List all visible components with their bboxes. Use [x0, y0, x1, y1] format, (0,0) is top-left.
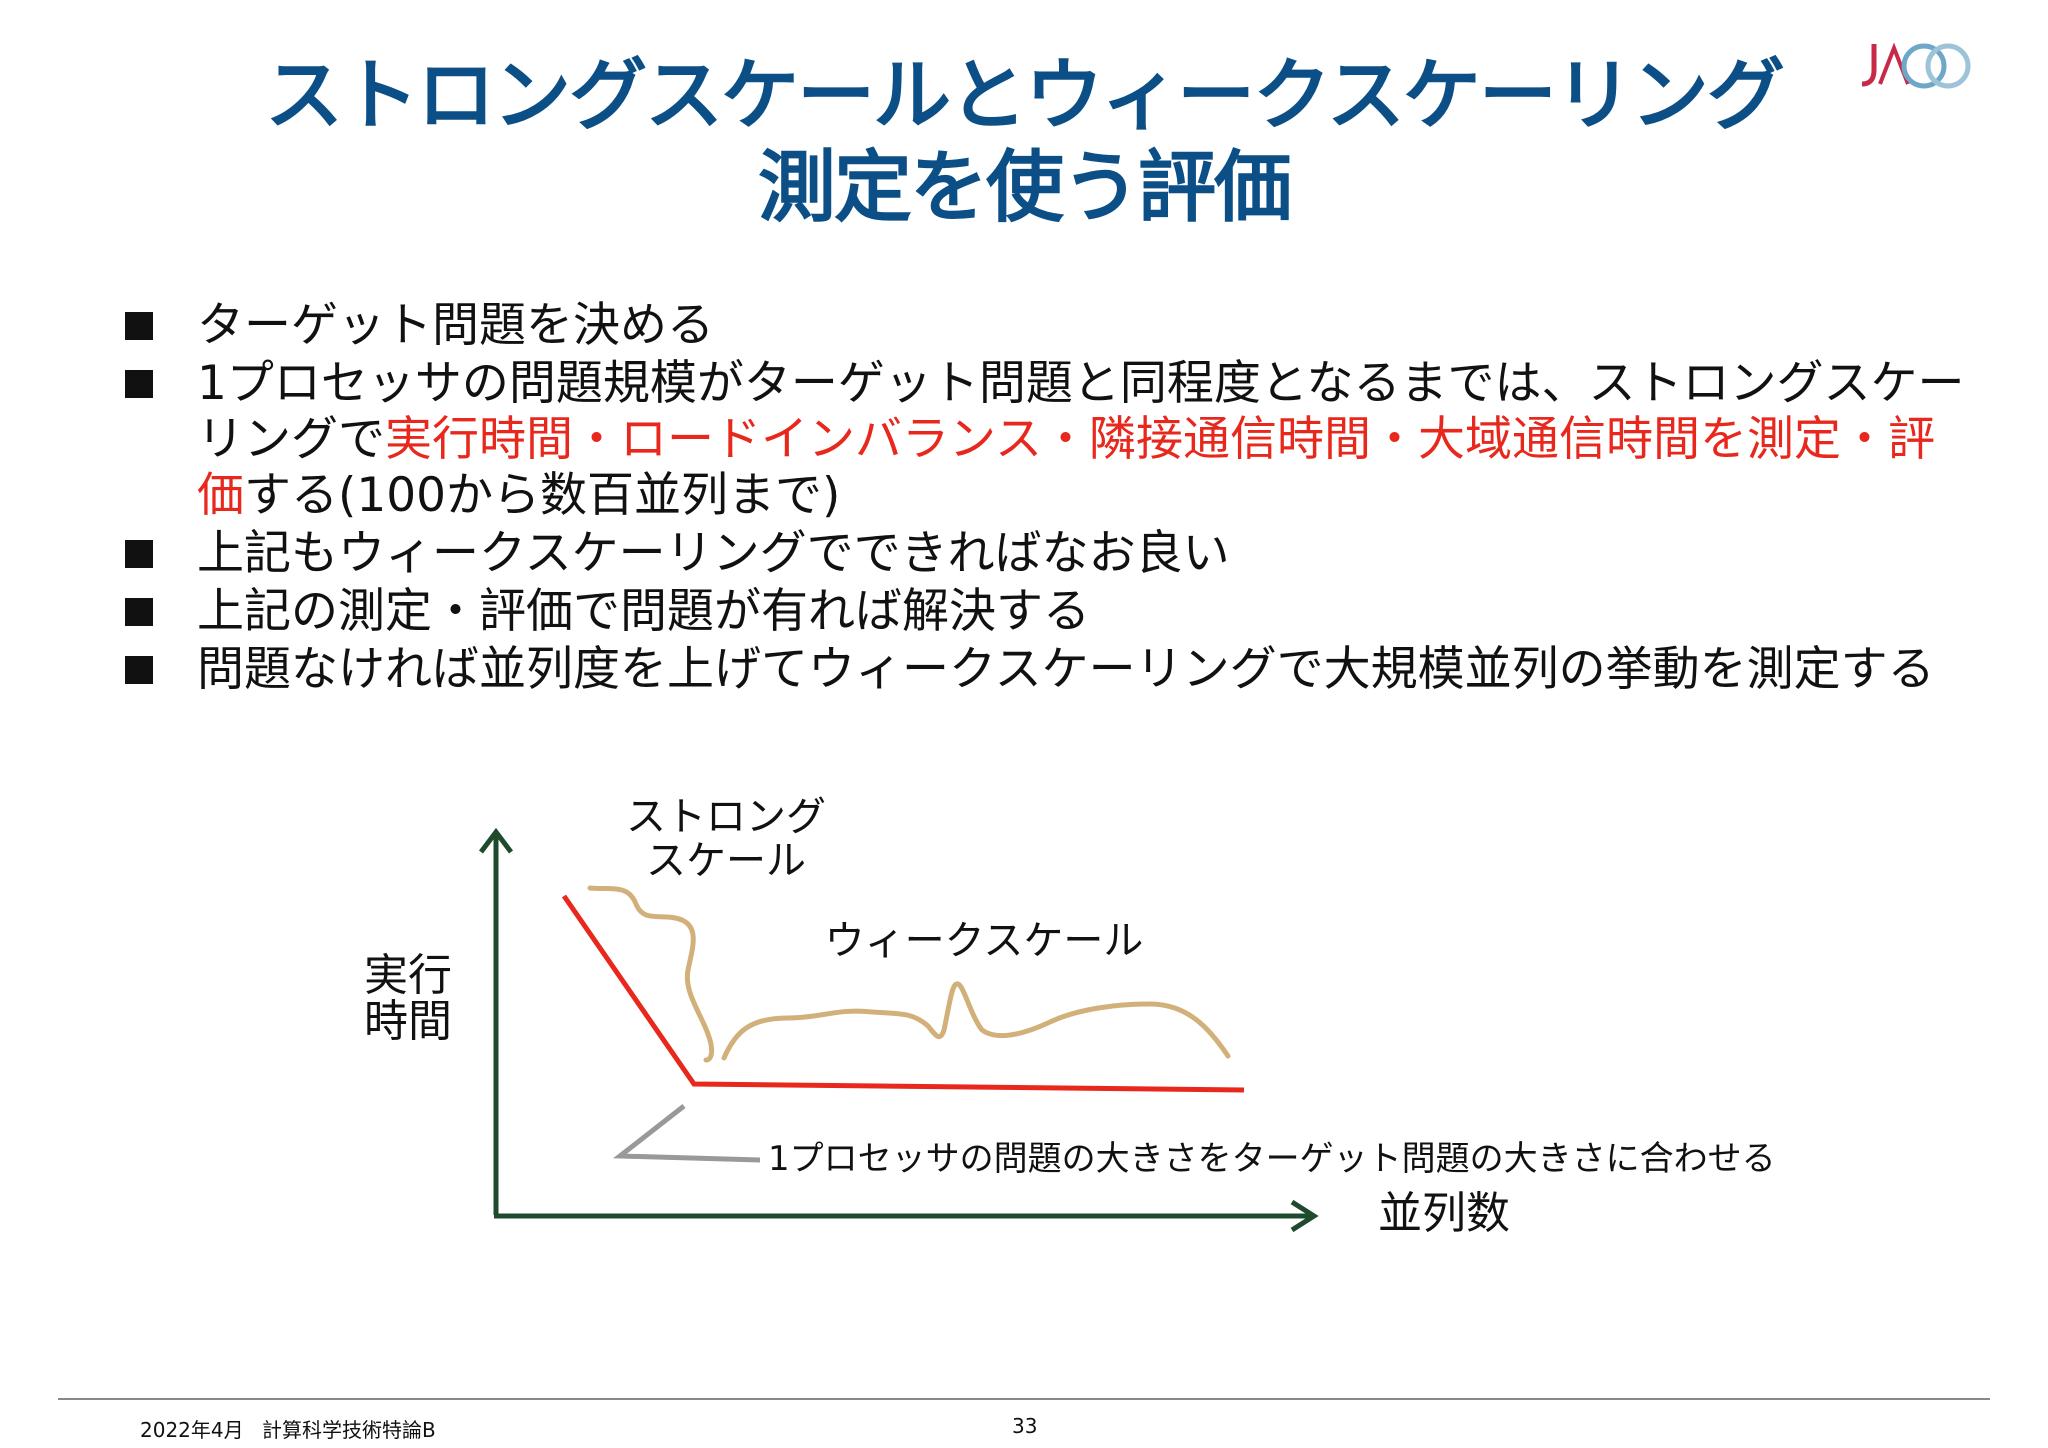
bullet-text: ターゲット問題を決める	[197, 298, 714, 353]
annotation-pointer	[612, 1104, 761, 1163]
bullet-item: 問題なければ並列度を上げてウィークスケーリングで大規模並列の挙動を測定する	[125, 642, 1965, 698]
jamstec-logo	[1861, 42, 1971, 89]
title-line-2: 測定を使う評価	[757, 143, 1292, 233]
strong-scale-label: スケール	[646, 838, 806, 884]
bullet-list: ターゲット問題を決める 1プロセッサの問題規模がターゲット問題と同程度となるまで…	[125, 298, 1965, 700]
bullet-item: ターゲット問題を決める	[125, 298, 1965, 354]
y-axis-label: 実行	[364, 950, 452, 1001]
square-bullet-icon	[125, 540, 153, 568]
square-bullet-icon	[125, 656, 153, 684]
slide-title: ストロングスケールとウィークスケーリング 測定を使う評価	[0, 50, 2048, 234]
bullet-text: 上記もウィークスケーリングでできればなお良い	[197, 526, 1230, 581]
square-bullet-icon	[125, 598, 153, 626]
strong-scaling-measured-curve	[587, 885, 715, 1063]
weak-scaling-measured-curve	[721, 981, 1231, 1061]
strong-scale-label: ストロング	[626, 794, 826, 840]
weak-scale-label: ウィークスケール	[825, 918, 1144, 964]
strong-scaling-line	[561, 894, 1245, 1093]
bullet-item: 上記もウィークスケーリングでできればなお良い	[125, 526, 1965, 582]
footer-course: 計算科学技術特論B	[262, 1418, 436, 1442]
square-bullet-icon	[125, 312, 153, 340]
page-number: 33	[1012, 1414, 1038, 1438]
bullet-highlight: 実行時間・ロードインバランス・隣接通信時間・大域通信時間を測定・評価	[197, 412, 1936, 523]
x-axis-arrowhead	[1290, 1199, 1319, 1233]
footer-divider	[58, 1398, 1990, 1400]
y-axis-label: 時間	[364, 996, 452, 1047]
y-axis-arrowhead	[479, 827, 513, 854]
bullet-text: 上記の測定・評価で問題が有れば解決する	[197, 584, 1090, 639]
bullet-text: 問題なければ並列度を上げてウィークスケーリングで大規模並列の挙動を測定する	[197, 642, 1935, 697]
bullet-text: 1プロセッサの問題規模がターゲット問題と同程度となるまでは、ストロングスケーリン…	[197, 356, 1965, 467]
bullet-item: 1プロセッサの問題規模がターゲット問題と同程度となるまでは、ストロングスケーリン…	[125, 356, 1965, 524]
square-bullet-icon	[125, 370, 153, 398]
bullet-text: する(100から数百並列まで)	[244, 468, 841, 523]
x-axis-label: 並列数	[1378, 1188, 1510, 1239]
annotation-text: 1プロセッサの問題の大きさをターゲット問題の大きさに合わせる	[768, 1139, 1776, 1179]
bullet-item: 上記の測定・評価で問題が有れば解決する	[125, 584, 1965, 640]
footer-date: 2022年4月	[140, 1418, 244, 1442]
title-line-1: ストロングスケールとウィークスケーリング	[265, 51, 1785, 141]
